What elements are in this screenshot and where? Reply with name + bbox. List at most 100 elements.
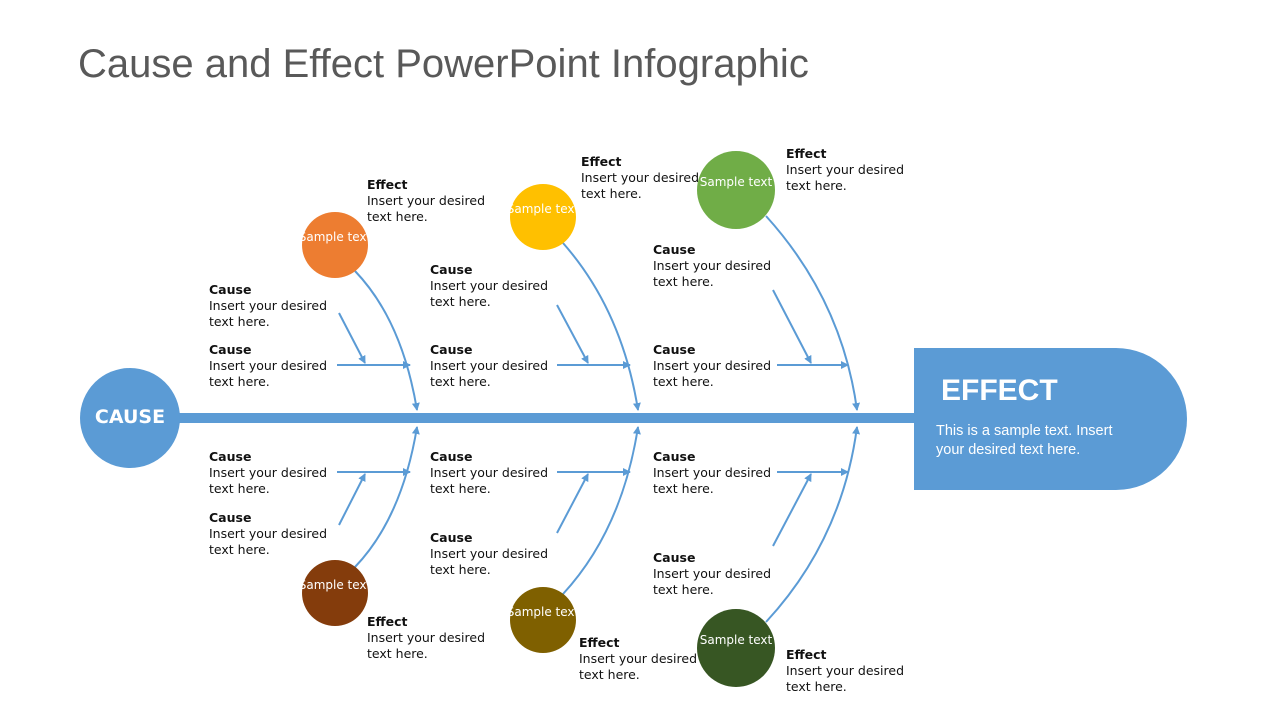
circle-label: Sample text — [298, 230, 372, 244]
cause-text: Cause Insert your desired text here. — [430, 449, 548, 497]
effect-bone-arrow — [562, 426, 641, 595]
effect-text-text1: Insert your desired — [367, 630, 486, 645]
effect-text-heading: Effect — [581, 154, 622, 169]
cause-text-heading: Cause — [430, 342, 473, 357]
cause-text-heading: Cause — [209, 342, 252, 357]
circle-label: Sample text — [298, 578, 372, 592]
effect-circle — [697, 151, 775, 229]
cause-text-text2: text here. — [430, 481, 491, 496]
cause-text-heading: Cause — [430, 262, 473, 277]
cause-text: Cause Insert your desired text here. — [209, 342, 327, 390]
cause-arrow — [772, 289, 812, 364]
cause-text-text1: Insert your desired — [653, 358, 772, 373]
cause-text: Cause Insert your desired text here. — [430, 262, 548, 310]
circle-label: Sample text — [506, 605, 580, 619]
cause-text-text2: text here. — [653, 481, 714, 496]
cause-text-text2: text here. — [430, 294, 491, 309]
cause-text: Cause Insert your desired text here. — [653, 342, 771, 390]
cause-text-text1: Insert your desired — [430, 465, 549, 480]
effect-text: Effect Insert your desired text here. — [786, 647, 904, 695]
effect-text-text2: text here. — [786, 679, 847, 694]
effect-title: EFFECT — [941, 374, 1058, 407]
effect-circle — [510, 587, 576, 653]
cause-text-text2: text here. — [209, 314, 270, 329]
effect-text-text1: Insert your desired — [579, 651, 698, 666]
effect-text: Effect Insert your desired text here. — [786, 146, 904, 194]
cause-text: Cause Insert your desired text here. — [209, 449, 327, 497]
cause-text-heading: Cause — [653, 342, 696, 357]
effect-text: Effect Insert your desired text here. — [367, 614, 485, 662]
effect-text-text1: Insert your desired — [581, 170, 700, 185]
effect-text-text2: text here. — [786, 178, 847, 193]
spine — [150, 413, 916, 423]
cause-text-text1: Insert your desired — [209, 358, 328, 373]
cause-text: Cause Insert your desired text here. — [653, 449, 771, 497]
cause-text-heading: Cause — [209, 282, 252, 297]
cause-label: CAUSE — [94, 406, 166, 428]
cause-text-text2: text here. — [209, 374, 270, 389]
cause-text-text2: text here. — [209, 481, 270, 496]
circle-label: Sample text — [506, 202, 580, 216]
cause-text-heading: Cause — [430, 530, 473, 545]
cause-text-heading: Cause — [653, 242, 696, 257]
effect-text: Effect Insert your desired text here. — [581, 154, 699, 202]
cause-text-text1: Insert your desired — [430, 546, 549, 561]
cause-text-text1: Insert your desired — [209, 465, 328, 480]
effect-circle — [302, 212, 368, 278]
cause-text-heading: Cause — [653, 449, 696, 464]
effect-bone-arrow — [562, 242, 641, 411]
cause-text-heading: Cause — [653, 550, 696, 565]
effect-text-heading: Effect — [579, 635, 620, 650]
circle-label: Sample text — [699, 633, 773, 647]
cause-arrow — [556, 473, 589, 534]
cause-arrow — [338, 312, 366, 364]
effect-text-text2: text here. — [367, 646, 428, 661]
cause-text-text1: Insert your desired — [209, 526, 328, 541]
cause-text: Cause Insert your desired text here. — [209, 282, 327, 330]
effect-bone-arrow — [354, 426, 420, 568]
cause-text-text1: Insert your desired — [653, 465, 772, 480]
effect-text-heading: Effect — [367, 614, 408, 629]
effect-circle — [697, 609, 775, 687]
cause-arrow — [772, 473, 812, 547]
cause-text: Cause Insert your desired text here. — [653, 550, 771, 598]
effect-text-text1: Insert your desired — [786, 162, 905, 177]
cause-text: Cause Insert your desired text here. — [653, 242, 771, 290]
cause-text: Cause Insert your desired text here. — [430, 342, 548, 390]
cause-text-text1: Insert your desired — [653, 566, 772, 581]
cause-text-text2: text here. — [653, 374, 714, 389]
effect-text-text2: text here. — [367, 209, 428, 224]
cause-text-heading: Cause — [430, 449, 473, 464]
cause-text-text2: text here. — [430, 374, 491, 389]
cause-text-text1: Insert your desired — [653, 258, 772, 273]
effect-text: Effect Insert your desired text here. — [367, 177, 485, 225]
cause-circle — [80, 368, 180, 468]
cause-text-heading: Cause — [209, 449, 252, 464]
cause-text-text2: text here. — [209, 542, 270, 557]
slide-title: Cause and Effect PowerPoint Infographic — [78, 42, 809, 86]
circle-label: Sample text — [699, 175, 773, 189]
cause-text-heading: Cause — [209, 510, 252, 525]
effect-text-heading: Effect — [786, 647, 827, 662]
effect-description: This is a sample text. Insert your desir… — [936, 423, 1113, 458]
cause-text-text1: Insert your desired — [430, 278, 549, 293]
cause-text: Cause Insert your desired text here. — [430, 530, 548, 578]
cause-arrow — [338, 473, 366, 526]
effect-text: Effect Insert your desired text here. — [579, 635, 697, 683]
effect-text-text1: Insert your desired — [367, 193, 486, 208]
cause-text-text2: text here. — [653, 274, 714, 289]
cause-text-text1: Insert your desired — [430, 358, 549, 373]
cause-arrow — [556, 304, 589, 364]
effect-bone-arrow — [765, 426, 861, 623]
cause-text-text2: text here. — [653, 582, 714, 597]
cause-text: Cause Insert your desired text here. — [209, 510, 327, 558]
effect-text-text2: text here. — [581, 186, 642, 201]
effect-bone-arrow — [765, 215, 861, 411]
effect-text-text1: Insert your desired — [786, 663, 905, 678]
effect-circle — [510, 184, 576, 250]
cause-text-text1: Insert your desired — [209, 298, 328, 313]
effect-bone-arrow — [354, 270, 420, 411]
cause-text-text2: text here. — [430, 562, 491, 577]
